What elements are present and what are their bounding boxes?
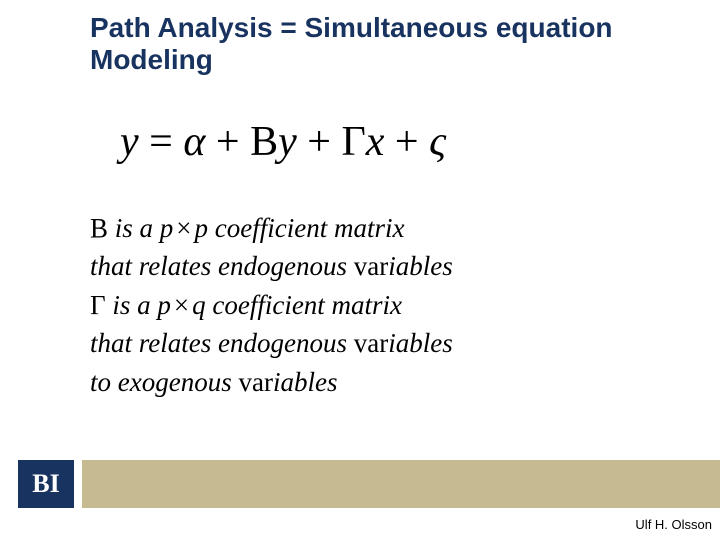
desc3-Gamma: Γ — [90, 290, 106, 320]
desc-line-1: Β is a p×p coefficient matrix — [90, 210, 453, 246]
desc4-text: that relates endogenous — [90, 328, 354, 358]
eq-B: Β — [250, 119, 278, 165]
desc1-p1: p — [160, 213, 174, 243]
description-block: Β is a p×p coefficient matrix that relat… — [90, 210, 453, 402]
desc3-times: × — [171, 290, 192, 320]
desc-line-5: to exogenous variables — [90, 364, 453, 400]
desc1-isa: is a — [108, 213, 160, 243]
desc2-iables: iables — [388, 251, 453, 281]
desc2-var: var — [354, 251, 388, 281]
desc-line-3: Γ is a p×q coefficient matrix — [90, 287, 453, 323]
desc2-text: that relates endogenous — [90, 251, 354, 281]
footer-bar — [82, 460, 720, 508]
desc5-var: var — [238, 367, 272, 397]
eq-equals: = — [139, 119, 184, 165]
desc1-B: Β — [90, 213, 108, 243]
eq-y: y — [120, 119, 139, 165]
desc1-times: × — [173, 213, 194, 243]
eq-plus1: + — [205, 119, 250, 165]
bi-logo-text: BI — [32, 469, 59, 499]
desc5-text: to exogenous — [90, 367, 238, 397]
eq-y2: y — [278, 119, 297, 165]
desc3-post: coefficient matrix — [206, 290, 402, 320]
slide-title: Path Analysis = Simultaneous equation Mo… — [90, 12, 630, 76]
eq-Gamma: Γ — [341, 119, 365, 165]
bi-logo: BI — [18, 460, 74, 508]
slide: Path Analysis = Simultaneous equation Mo… — [0, 0, 720, 540]
author-credit: Ulf H. Olsson — [635, 517, 712, 532]
eq-x: x — [366, 119, 385, 165]
main-equation: y = α + Βy + Γx + ς — [120, 118, 446, 166]
desc-line-4: that relates endogenous variables — [90, 325, 453, 361]
desc3-p: p — [157, 290, 171, 320]
desc4-var: var — [354, 328, 388, 358]
desc1-p2: p — [195, 213, 209, 243]
eq-alpha: α — [183, 119, 205, 165]
desc1-post: coefficient matrix — [208, 213, 404, 243]
eq-plus2: + — [297, 119, 342, 165]
desc4-iables: iables — [388, 328, 453, 358]
eq-zeta: ς — [429, 119, 446, 165]
eq-plus3: + — [384, 119, 429, 165]
desc3-isa: is a — [106, 290, 158, 320]
desc-line-2: that relates endogenous variables — [90, 248, 453, 284]
desc5-iables: iables — [273, 367, 338, 397]
desc3-q: q — [192, 290, 206, 320]
